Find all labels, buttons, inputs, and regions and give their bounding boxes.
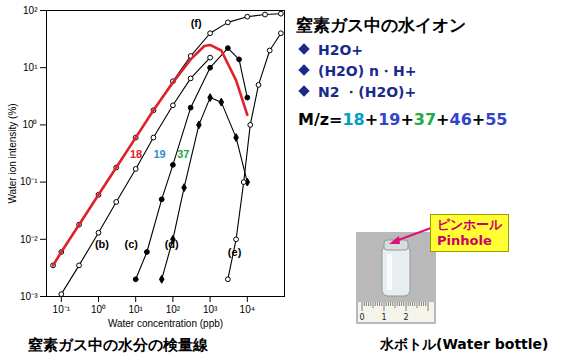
svg-text:10²: 10²	[166, 304, 181, 315]
svg-text:1: 1	[381, 313, 386, 322]
svg-text:18: 18	[130, 148, 142, 160]
svg-text:(d): (d)	[165, 238, 179, 250]
svg-text:(c): (c)	[125, 238, 139, 250]
html-text:水ボトル(Water bottle): 水ボトル(Water bottle)	[380, 336, 549, 352]
html-text:M/z= 18 + 19 + 37 + 46 + 55: M/z= 18 + 19 + 37 + 46 + 55	[298, 110, 508, 129]
svg-text:10⁴: 10⁴	[240, 304, 255, 315]
svg-text:(b): (b)	[95, 238, 109, 250]
svg-text:10⁰: 10⁰	[22, 119, 37, 130]
svg-text:Water concentration (ppb): Water concentration (ppb)	[108, 318, 223, 329]
html-text:N2 ・(H2O)+: N2 ・(H2O)+	[318, 84, 417, 100]
svg-text:0: 0	[359, 313, 364, 322]
svg-text:10⁻¹: 10⁻¹	[20, 176, 38, 187]
svg-text:(e): (e)	[228, 246, 242, 258]
html-text:H2O+: H2O+	[318, 42, 364, 58]
svg-text:10¹: 10¹	[23, 62, 38, 73]
html-text:Pinhole: Pinhole	[437, 233, 492, 248]
svg-text:2: 2	[403, 313, 408, 322]
html-text:窒素ガス中の水イオン: 窒素ガス中の水イオン	[296, 15, 466, 35]
svg-text:10⁻¹: 10⁻¹	[53, 304, 71, 315]
svg-text:10⁻³: 10⁻³	[20, 291, 38, 302]
svg-text:10⁰: 10⁰	[91, 304, 106, 315]
svg-text:10¹: 10¹	[128, 304, 143, 315]
html-text:窒素ガス中の水分の検量線: 窒素ガス中の水分の検量線	[28, 336, 208, 354]
svg-text:10³: 10³	[203, 304, 218, 315]
svg-text:37: 37	[177, 148, 189, 160]
html-text:(H2O) n・H+: (H2O) n・H+	[318, 63, 417, 79]
svg-text:10⁻²: 10⁻²	[20, 234, 38, 245]
html-text:ピンホール: ピンホール	[437, 217, 502, 232]
svg-text:10²: 10²	[23, 5, 38, 16]
svg-text:(f): (f)	[191, 17, 202, 29]
svg-text:19: 19	[153, 148, 165, 160]
svg-text:Water ion intensity (%): Water ion intensity (%)	[7, 103, 18, 203]
